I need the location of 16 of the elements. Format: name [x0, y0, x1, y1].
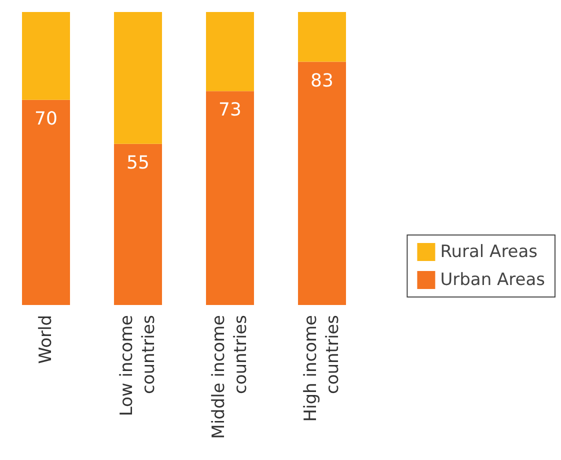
- data-label: 83: [310, 70, 334, 92]
- legend-label: Rural Areas: [440, 242, 538, 262]
- bar: [22, 12, 70, 100]
- bar: [298, 12, 346, 62]
- bar: [206, 91, 254, 305]
- bar: [22, 100, 70, 305]
- bar: [298, 62, 346, 305]
- bar: [114, 12, 162, 144]
- data-label: 73: [218, 100, 242, 121]
- data-label: 55: [126, 152, 150, 174]
- bar: [114, 144, 162, 305]
- x-tick-label: Low income countries: [117, 314, 159, 416]
- bar: [206, 12, 254, 92]
- data-label: 70: [34, 108, 58, 130]
- x-tick-label: World: [36, 315, 56, 364]
- legend-label: Urban Areas: [440, 270, 546, 290]
